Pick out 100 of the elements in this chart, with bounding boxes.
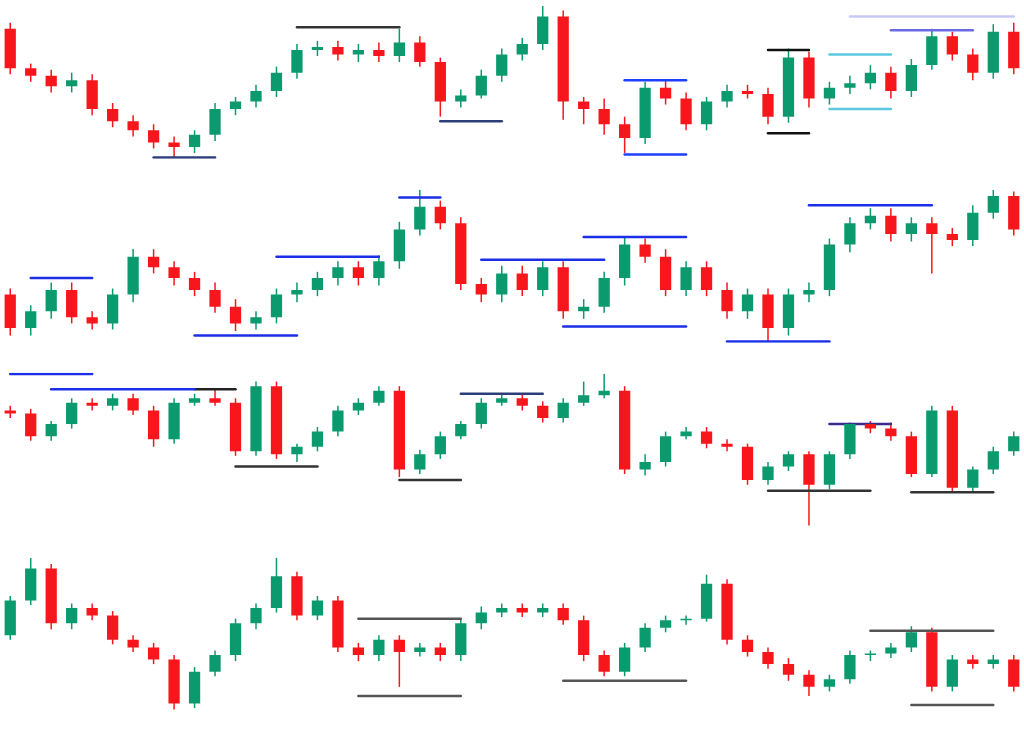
- candlestick: [45, 420, 57, 442]
- candlestick: [782, 657, 795, 682]
- candlestick: [537, 400, 549, 424]
- candlestick: [516, 37, 528, 62]
- candlestick: [864, 207, 877, 231]
- candlestick: [291, 281, 303, 303]
- candlestick: [229, 96, 242, 116]
- candlestick: [639, 237, 651, 264]
- candlestick: [127, 392, 139, 416]
- candlestick: [905, 625, 917, 653]
- candlestick: [66, 71, 78, 94]
- candlestick: [168, 135, 180, 159]
- candlestick: [885, 65, 897, 100]
- candlestick: [25, 62, 37, 83]
- candlestick: [25, 304, 37, 337]
- candlestick: [4, 405, 16, 419]
- candlestick: [147, 642, 160, 665]
- candlestick: [332, 40, 344, 62]
- candlestick: [496, 265, 508, 303]
- candlestick: [188, 129, 201, 154]
- candlestick: [741, 634, 754, 658]
- candlestick: [270, 287, 283, 325]
- candlestick: [373, 254, 385, 287]
- candlestick: [598, 97, 610, 136]
- candlestick: [885, 207, 897, 243]
- candlestick: [434, 430, 446, 460]
- candlestick: [250, 310, 262, 331]
- candlestick: [45, 68, 57, 94]
- candlestick: [414, 449, 426, 475]
- candlestick: [352, 43, 365, 63]
- candlestick: [332, 260, 344, 287]
- candlestick: [66, 397, 78, 430]
- candlestick: [680, 260, 692, 297]
- candlestick: [45, 281, 57, 320]
- candlestick: [659, 79, 672, 106]
- candlestick: [291, 442, 303, 463]
- candlestick: [741, 287, 754, 320]
- candlestick: [250, 602, 262, 630]
- candlestick: [352, 642, 365, 662]
- candlestick: [414, 189, 426, 237]
- candlestick: [516, 602, 528, 618]
- candlestick: [209, 281, 221, 314]
- candlestick: [107, 102, 119, 129]
- candlestick: [700, 260, 713, 297]
- candlestick: [557, 397, 569, 424]
- candlestick: [598, 649, 610, 677]
- candlestick: [311, 426, 324, 453]
- candlestick: [700, 426, 713, 450]
- candlestick: [455, 420, 467, 440]
- candlestick: [946, 31, 958, 62]
- candlestick: [823, 81, 836, 106]
- candlestick: [373, 41, 385, 63]
- candlestick: [66, 602, 78, 630]
- candlestick: [209, 649, 221, 677]
- candlestick: [1008, 430, 1020, 457]
- candlestick: [762, 646, 774, 670]
- candlestick: [721, 281, 733, 320]
- candlestick: [393, 634, 405, 688]
- candlestick: [967, 47, 979, 82]
- candlestick: [250, 84, 262, 109]
- candlestick: [803, 669, 815, 697]
- candlestick: [188, 271, 201, 297]
- candlestick: [434, 642, 446, 662]
- candlestick: [455, 88, 467, 109]
- candlestick: [844, 74, 856, 95]
- candlestick: [557, 602, 569, 626]
- candlestick: [721, 84, 733, 109]
- candlestick: [332, 405, 344, 437]
- candlestick: [311, 271, 324, 297]
- candlestick: [127, 114, 139, 138]
- candlestick: [373, 634, 385, 662]
- candlestick: [946, 227, 958, 247]
- candlestick: [803, 281, 815, 303]
- candlestick: [475, 277, 487, 303]
- candlestick: [639, 622, 651, 653]
- candlestick: [905, 216, 917, 243]
- candlestick: [414, 642, 426, 658]
- candlestick: [496, 47, 508, 83]
- candlestick: [864, 64, 877, 91]
- candlestick: [147, 123, 160, 150]
- candlestick: [619, 115, 631, 154]
- candlestick: [270, 65, 283, 98]
- candlestick: [844, 216, 856, 253]
- candlestick: [537, 260, 549, 297]
- candlestick: [434, 199, 446, 231]
- candlestick: [475, 605, 487, 630]
- candlestick: [578, 96, 590, 125]
- candlestick: [147, 248, 160, 275]
- candlestick: [352, 260, 365, 287]
- candlestick: [168, 260, 180, 287]
- candlestick: [475, 397, 487, 430]
- candlestick: [782, 450, 795, 472]
- candlestick: [229, 298, 242, 332]
- candlestick: [926, 216, 938, 275]
- candlestick: [721, 438, 733, 453]
- candlestick: [762, 461, 774, 486]
- candlestick: [414, 35, 426, 68]
- candlestick: [987, 446, 999, 475]
- candlestick: [987, 189, 999, 220]
- candlestick: [516, 265, 528, 297]
